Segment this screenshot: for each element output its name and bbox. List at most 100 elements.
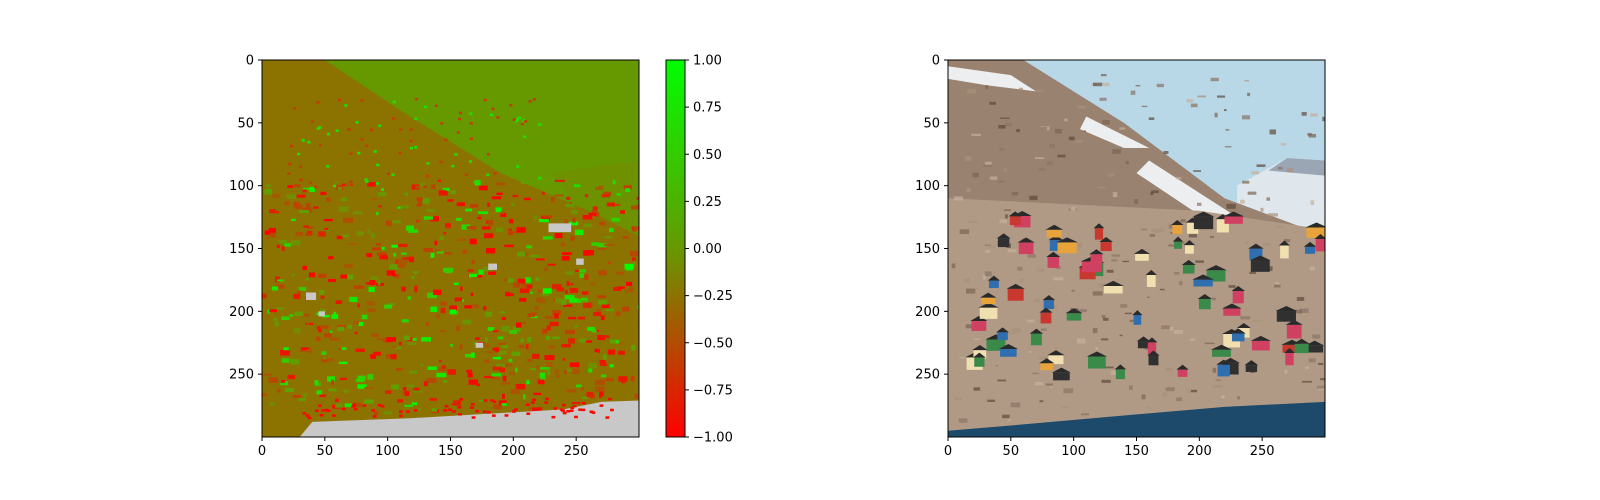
photo-rock-texture	[1176, 397, 1183, 402]
heatmap-pixel	[401, 252, 407, 255]
heatmap-pixel	[615, 203, 621, 207]
heatmap-pixel	[569, 283, 574, 286]
x-tick-label: 100	[1061, 444, 1086, 459]
heatmap-pixel	[379, 255, 388, 260]
heatmap-pixel	[421, 337, 431, 342]
photo-house-roof	[1136, 336, 1151, 342]
heatmap-pixel	[302, 412, 307, 415]
heatmap-pixel	[517, 278, 526, 284]
heatmap-pixel	[478, 269, 484, 275]
heatmap-pixel	[367, 308, 376, 313]
heatmap-pixel	[509, 371, 515, 375]
heatmap-pixel	[594, 379, 605, 386]
heatmap-pixel	[554, 179, 565, 182]
photo-rock-texture	[1308, 133, 1317, 138]
heatmap-pixel	[361, 314, 368, 320]
heatmap-pixel	[358, 322, 364, 326]
heatmap-pixel	[391, 117, 395, 120]
heatmap-pixel	[543, 215, 553, 218]
heatmap-pixel	[513, 230, 518, 234]
colorbar-tick-label: 0.00	[693, 242, 722, 257]
heatmap-pixel	[318, 327, 322, 333]
photo-rock-texture	[1275, 282, 1280, 285]
heatmap-pixel	[262, 373, 272, 376]
heatmap-pixel	[484, 233, 494, 239]
heatmap-pixel	[496, 192, 503, 195]
heatmap-pixel	[422, 198, 430, 204]
heatmap-pixel	[411, 402, 418, 405]
heatmap-pixel	[450, 343, 453, 347]
heatmap-pixel	[503, 363, 513, 367]
heatmap-pixel	[609, 364, 614, 368]
heatmap-pixel	[385, 390, 392, 394]
heatmap-pixel	[499, 311, 506, 314]
heatmap-pixel	[386, 337, 396, 342]
heatmap-pixel	[580, 297, 588, 301]
photo-house-roof	[1231, 285, 1246, 292]
y-tick-label: 0	[246, 54, 254, 69]
heatmap-pixel	[355, 348, 365, 352]
heatmap-pixel	[438, 367, 447, 372]
heatmap-pixel	[269, 309, 278, 313]
heatmap-pixel	[438, 190, 447, 196]
photo-house	[1249, 248, 1263, 260]
heatmap-pixel	[467, 372, 473, 378]
heatmap-pixel	[434, 240, 438, 246]
heatmap-pixel	[262, 293, 267, 299]
heatmap-pixel	[440, 307, 446, 314]
heatmap-pixel	[493, 171, 497, 175]
photo-rock-texture	[982, 165, 993, 168]
heatmap-pixel	[377, 279, 381, 286]
photo-house	[1018, 242, 1034, 255]
heatmap-pixel	[326, 132, 331, 136]
heatmap-pixel	[444, 269, 453, 274]
photo-house-roof	[996, 233, 1011, 239]
heatmap-pixel	[554, 233, 563, 239]
photo-rock-texture	[1284, 369, 1288, 374]
heatmap-pixel	[264, 230, 272, 235]
heatmap-pixel	[287, 374, 296, 380]
photo-distant-ridge	[1268, 158, 1325, 176]
photo-house	[1184, 245, 1194, 254]
heatmap-pixel	[587, 327, 595, 331]
photo-house	[1282, 344, 1302, 353]
photo-rock-texture	[1244, 80, 1250, 82]
heatmap-pixel	[299, 350, 310, 353]
heatmap-pixel	[343, 217, 354, 224]
heatmap-pixel	[326, 165, 330, 168]
heatmap-pixel	[367, 228, 371, 234]
photo-rock-texture	[1215, 379, 1222, 381]
heatmap-pixel	[344, 403, 353, 408]
x-tick-label: 250	[564, 444, 589, 459]
heatmap-pixel	[326, 409, 331, 413]
heatmap-pixel	[423, 105, 428, 109]
heatmap-pixel	[453, 282, 459, 285]
heatmap-pixel	[496, 227, 503, 232]
heatmap-pixel	[373, 351, 381, 356]
photo-rock-texture	[966, 288, 976, 294]
photo-rock-texture	[1251, 171, 1260, 175]
heatmap-pixel	[618, 376, 628, 382]
photo-house-roof	[1017, 237, 1035, 243]
heatmap-pixel	[469, 112, 473, 116]
heatmap-pixel	[345, 183, 349, 187]
heatmap-pixel	[583, 250, 590, 256]
heatmap-pixel	[321, 409, 326, 412]
heatmap-pixel	[329, 337, 340, 341]
heatmap-pixel	[386, 172, 391, 176]
photo-rock-texture	[1039, 400, 1044, 403]
photo-house	[997, 238, 1010, 248]
heatmap-pixel	[485, 311, 493, 317]
heatmap-pixel	[409, 256, 414, 263]
heatmap-pixel	[482, 306, 487, 311]
heatmap-pixel	[565, 329, 576, 335]
heatmap-pixel	[335, 399, 339, 402]
photo-house-roof	[1048, 235, 1064, 241]
heatmap-pixel	[404, 391, 410, 396]
photo-house-roof	[1086, 351, 1108, 357]
photo-rock-texture	[1135, 84, 1141, 87]
photo-rock-texture	[1007, 418, 1011, 422]
heatmap-pixel	[527, 337, 532, 343]
photo-rock-texture	[1112, 192, 1118, 198]
heatmap-pixel	[599, 221, 606, 226]
